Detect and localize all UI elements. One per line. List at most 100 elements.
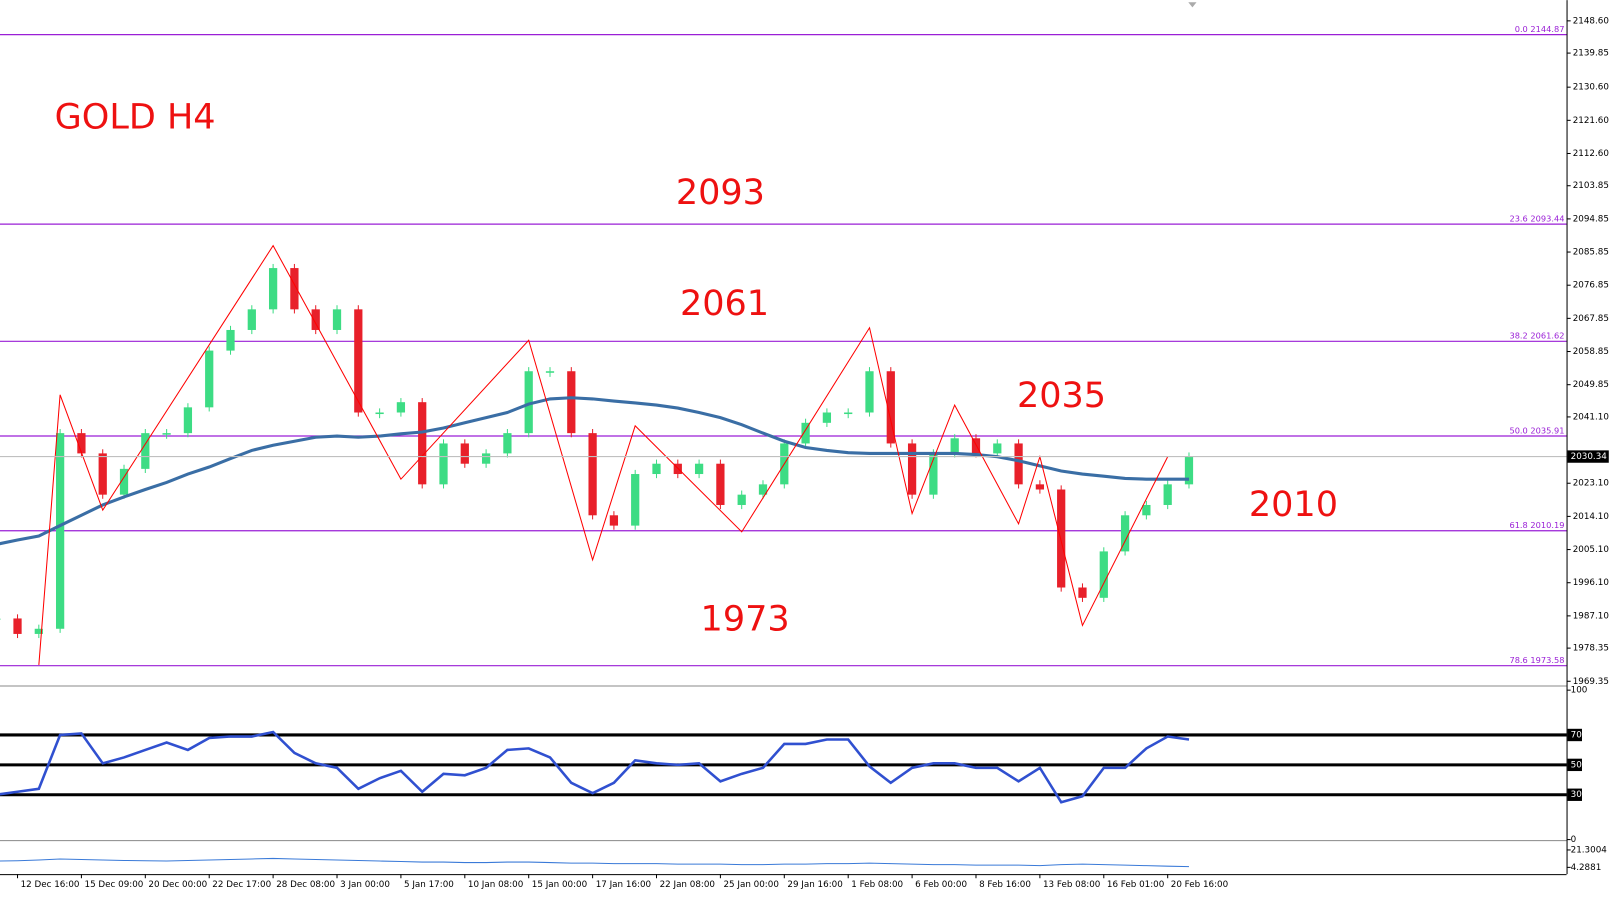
x-tick-label: 20 Dec 00:00 (148, 880, 207, 890)
candle (13, 618, 22, 634)
candle (694, 463, 704, 475)
fib-level-label: 23.6 2093.44 (1509, 213, 1564, 223)
candle (481, 453, 491, 464)
y-tick-label: 2121.60 (1573, 116, 1609, 126)
candle (716, 463, 725, 505)
candle (929, 453, 938, 495)
candle (375, 412, 384, 415)
y-tick-label: 2023.10 (1573, 479, 1609, 489)
x-tick-label: 25 Jan 00:00 (723, 880, 778, 890)
y-tick-box (1567, 758, 1582, 772)
y-tick-label: 1996.10 (1573, 578, 1609, 588)
fib-level-label: 0.0 2144.87 (1515, 24, 1565, 34)
candle (247, 309, 256, 330)
x-tick-label: 17 Jan 16:00 (596, 880, 651, 890)
candle (822, 412, 832, 423)
candle (290, 268, 299, 310)
candle (98, 453, 107, 495)
y-tick-label: 2049.85 (1573, 380, 1609, 390)
y-tick-label: 30 (1571, 790, 1582, 800)
fib-level-label: 50.0 2035.91 (1509, 425, 1564, 435)
candle (119, 468, 129, 495)
rsi-panel (0, 730, 1567, 804)
y-tick-label: 2085.85 (1573, 248, 1609, 258)
y-tick-label: 2148.60 (1573, 16, 1609, 26)
fib-level-label: 78.6 1973.58 (1509, 655, 1564, 665)
candle (77, 433, 86, 454)
x-tick-label: 22 Jan 08:00 (660, 880, 715, 890)
y-tick-label: 2005.10 (1573, 545, 1609, 555)
y-tick-label: 2076.85 (1573, 281, 1609, 291)
candle (354, 309, 363, 413)
x-tick-label: 15 Dec 09:00 (85, 880, 144, 890)
candle (332, 309, 342, 330)
x-tick-label: 20 Feb 16:00 (1171, 880, 1228, 890)
level-annotation: 2035 (1017, 375, 1106, 416)
y-tick-box (1567, 728, 1582, 742)
moving-average (0, 396, 1190, 546)
price-panel (0, 33, 1567, 667)
y-tick-label: 2103.85 (1573, 181, 1609, 191)
y-tick-label: 1978.35 (1573, 644, 1609, 654)
candle (524, 371, 533, 434)
candle (588, 433, 597, 516)
indicator-line (0, 730, 1190, 804)
x-tick-label: 22 Dec 17:00 (212, 880, 271, 890)
y-tick-label: 4.2881 (1571, 863, 1602, 873)
candle (183, 407, 193, 434)
fib-level-label: 38.2 2061.62 (1509, 331, 1564, 341)
candle (460, 443, 469, 464)
axes: 0.0 2144.87 23.6 2093.44 38.2 2061.62 50.0 … (17, 16, 1609, 890)
candle (1163, 484, 1172, 505)
y-tick-label: 50 (1571, 760, 1582, 770)
candle (758, 484, 768, 495)
x-tick-label: 10 Jan 08:00 (468, 880, 523, 890)
y-tick-box (1567, 788, 1582, 801)
x-tick-label: 3 Jan 00:00 (340, 880, 390, 890)
y-tick-label: 100 (1571, 686, 1588, 696)
candle (1078, 587, 1087, 598)
chart-title: GOLD H4 (55, 97, 216, 138)
x-tick-label: 16 Feb 01:00 (1107, 880, 1164, 890)
candle (226, 329, 235, 351)
level-annotation: 2010 (1249, 484, 1338, 525)
candle (993, 443, 1002, 454)
candle (907, 443, 917, 495)
x-tick-label: 12 Dec 16:00 (21, 880, 80, 890)
candle (1142, 504, 1151, 516)
y-tick-label: 2014.10 (1573, 512, 1609, 522)
zigzag (38, 244, 1169, 665)
candle (971, 438, 981, 454)
y-tick-label: 2130.60 (1573, 83, 1609, 93)
candle (205, 350, 214, 408)
y-tick-label: 2058.85 (1573, 347, 1609, 357)
candle (141, 433, 150, 469)
candle (801, 422, 810, 444)
x-tick-label: 15 Jan 00:00 (532, 880, 587, 890)
candle (396, 402, 406, 413)
y-tick-label: 1969.35 (1573, 677, 1609, 687)
candle (865, 371, 874, 413)
current-price-label: 2030.34 (1571, 452, 1608, 462)
x-tick-label: 13 Feb 08:00 (1043, 880, 1100, 890)
candle (1120, 515, 1130, 552)
candle (950, 438, 959, 454)
candle (34, 628, 43, 634)
y-tick-label: 1987.10 (1573, 611, 1609, 621)
level-annotation: 2061 (680, 283, 769, 324)
candle (567, 371, 576, 434)
candle (1184, 456, 1194, 485)
y-tick-label: 2041.10 (1573, 412, 1609, 422)
candle (631, 474, 640, 526)
x-tick-label: 29 Jan 16:00 (787, 880, 842, 890)
y-tick-label: 21.3004 (1571, 845, 1608, 855)
x-tick-label: 28 Dec 08:00 (276, 880, 335, 890)
y-tick-label: 2139.85 (1573, 49, 1609, 59)
y-tick-label: 70 (1571, 730, 1582, 740)
x-tick-label: 5 Jan 17:00 (404, 880, 454, 890)
candle (439, 443, 448, 485)
candle (268, 268, 278, 310)
